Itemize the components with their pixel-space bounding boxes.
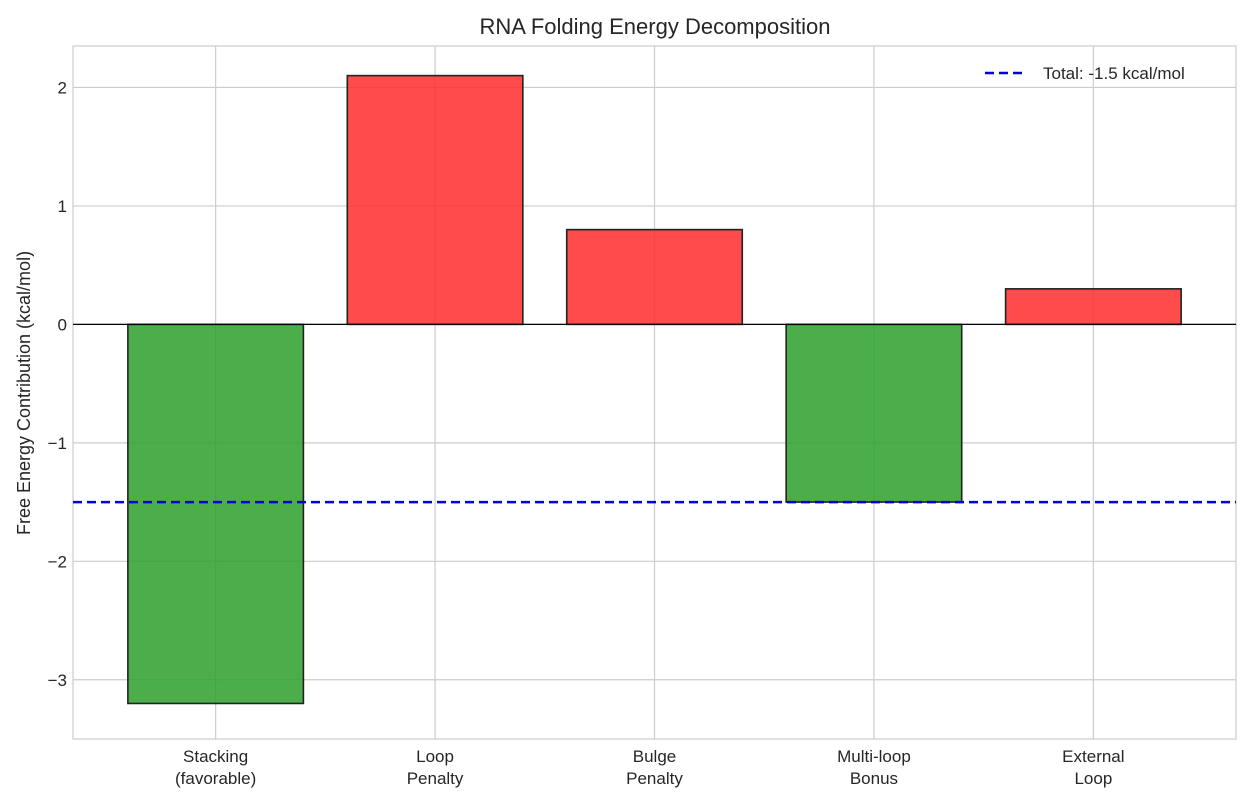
y-tick-label: 0 (58, 315, 67, 334)
x-tick-label-line: External (1062, 747, 1124, 766)
bar-0 (127, 323, 305, 705)
y-tick-label: −1 (48, 434, 67, 453)
bar-1 (346, 74, 524, 326)
y-tick-label: 1 (58, 197, 67, 216)
x-tick-label-line: Bulge (633, 747, 676, 766)
x-tick-label: Multi-loop Bonus (837, 747, 911, 788)
x-tick-label: Bulge Penalty (626, 747, 683, 788)
legend-entry-total: Total: -1.5 kcal/mol (1043, 64, 1185, 83)
bar-4 (1004, 288, 1182, 326)
x-tick-label-line: Penalty (626, 769, 683, 788)
x-tick-label: Loop Penalty (407, 747, 464, 788)
x-axis-ticks: Stacking (favorable) Loop Penalty Bulge Penal… (175, 747, 1125, 788)
y-axis-label: Free Energy Contribution (kcal/mol) (14, 251, 34, 535)
x-tick-label-line: Multi-loop (837, 747, 911, 766)
y-tick-label: −3 (48, 671, 67, 690)
x-tick-label: External Loop (1062, 747, 1124, 788)
chart-title: RNA Folding Energy Decomposition (480, 14, 831, 39)
bar-2 (565, 228, 744, 326)
x-tick-label-line: Stacking (183, 747, 248, 766)
x-tick-label: Stacking (favorable) (175, 747, 256, 788)
x-tick-label-line: Penalty (407, 769, 464, 788)
x-tick-label-line: Loop (1074, 769, 1112, 788)
x-tick-label-line: Bonus (850, 769, 898, 788)
y-tick-label: 2 (58, 78, 67, 97)
bar-3 (785, 323, 963, 503)
legend: Total: -1.5 kcal/mol (985, 64, 1185, 83)
x-tick-label-line: Loop (416, 747, 454, 766)
x-tick-label-line: (favorable) (175, 769, 256, 788)
bars (73, 74, 1236, 705)
y-tick-label: −2 (48, 552, 67, 571)
y-axis-ticks: 2 1 0 −1 −2 −3 (48, 78, 67, 689)
